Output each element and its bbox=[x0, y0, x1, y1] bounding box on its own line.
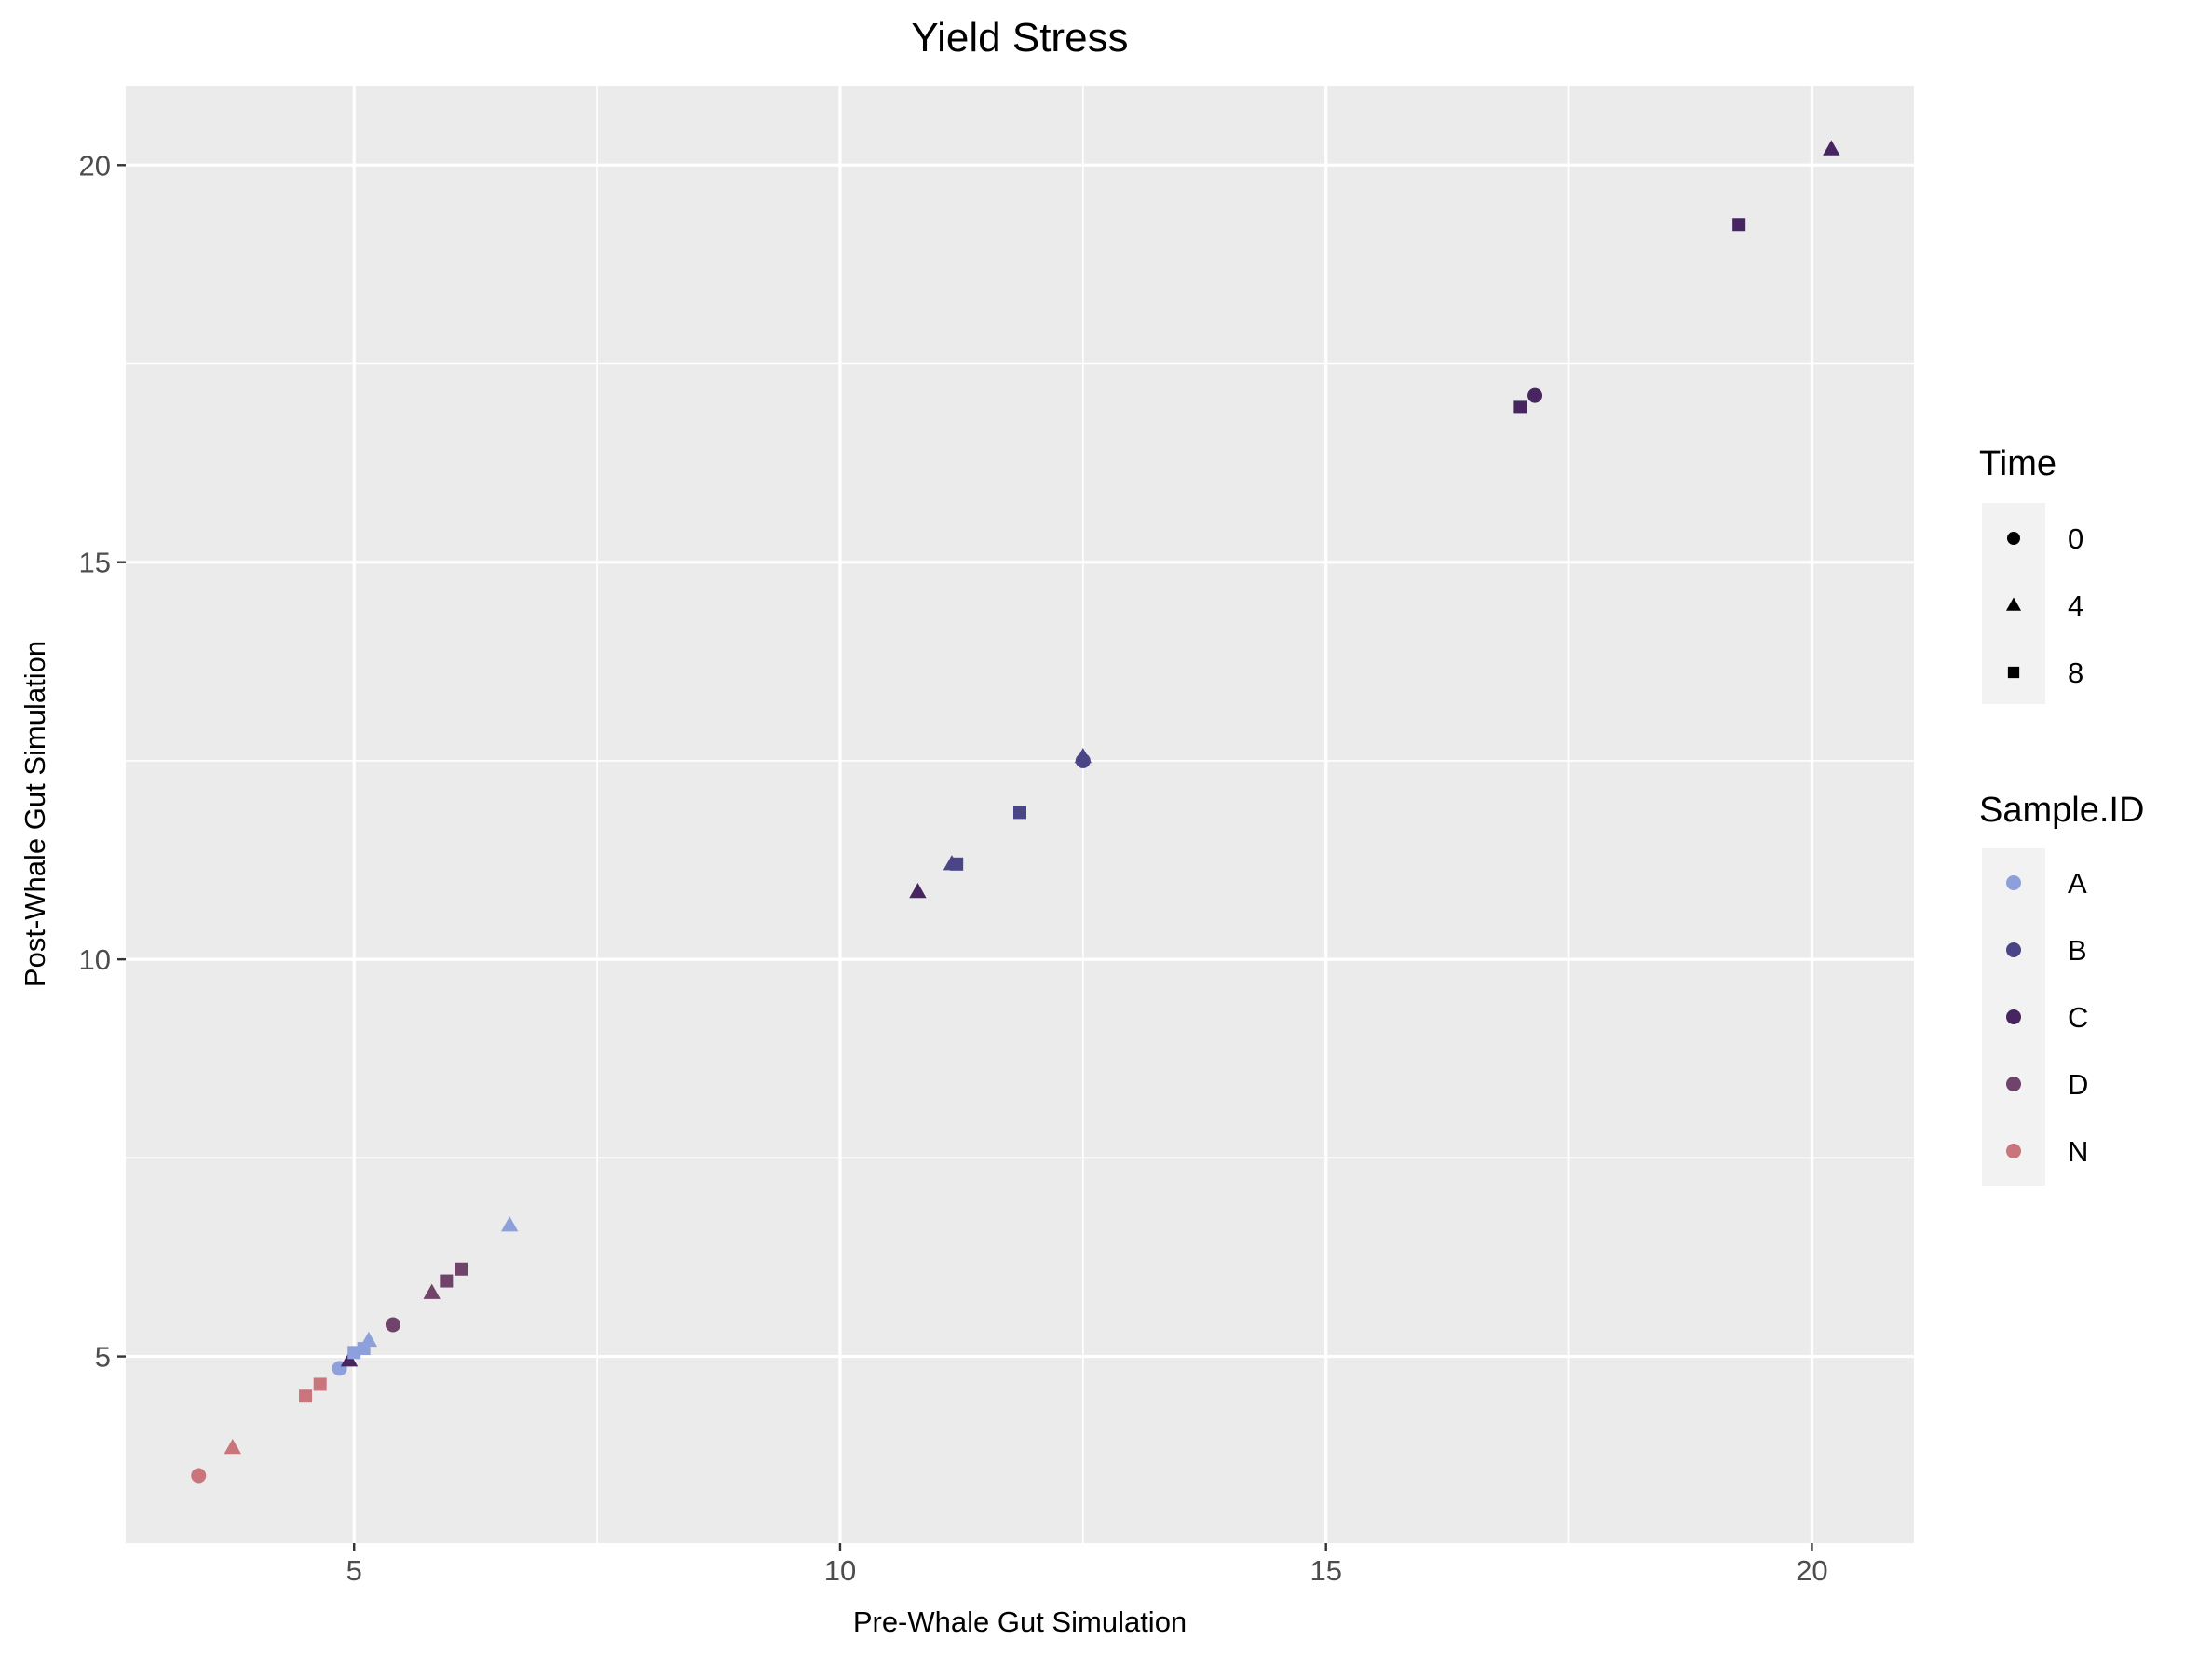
data-point-d-t8 bbox=[440, 1274, 454, 1288]
x-tick-label: 5 bbox=[346, 1554, 362, 1587]
data-point-c-t0 bbox=[1527, 387, 1543, 403]
legend-sample-key-a bbox=[2006, 875, 2021, 890]
x-tick-label: 10 bbox=[824, 1554, 856, 1587]
x-tick-label: 20 bbox=[1796, 1554, 1827, 1587]
data-point-c-t8 bbox=[1732, 218, 1746, 232]
legend-sample-label: N bbox=[2068, 1135, 2088, 1168]
data-point-c-t8 bbox=[1513, 400, 1527, 414]
data-points bbox=[191, 140, 1840, 1484]
data-point-d-t0 bbox=[385, 1317, 400, 1333]
legend-sample-key-c bbox=[2006, 1009, 2021, 1024]
axes: 5 10 15 20 5 10 15 20 bbox=[79, 149, 1828, 1587]
data-point-n-t8 bbox=[299, 1389, 313, 1403]
legend-time-label: 8 bbox=[2068, 657, 2083, 689]
legend-sample-label: B bbox=[2068, 934, 2087, 967]
x-axis-title: Pre-Whale Gut Simulation bbox=[853, 1606, 1187, 1638]
data-point-d-t8 bbox=[455, 1262, 468, 1276]
data-point-a-t4 bbox=[500, 1216, 519, 1232]
grid-lines bbox=[126, 86, 1914, 1543]
y-tick-label: 20 bbox=[79, 149, 111, 182]
data-point-b-t8 bbox=[1013, 806, 1026, 820]
legend-time-title: Time bbox=[1979, 444, 2056, 483]
legend-sample-key-n bbox=[2006, 1144, 2021, 1158]
data-point-c-t4 bbox=[1823, 140, 1840, 156]
y-tick-label: 15 bbox=[79, 547, 111, 579]
legend-sample-key-b bbox=[2006, 942, 2021, 957]
y-tick-label: 10 bbox=[79, 943, 111, 976]
legend-sample-label: D bbox=[2068, 1068, 2088, 1101]
legend-time-key-0 bbox=[2007, 532, 2020, 545]
legend-sample-key-d bbox=[2006, 1077, 2021, 1091]
y-axis-title: Post-Whale Gut Simulation bbox=[19, 641, 51, 987]
data-point-n-t8 bbox=[313, 1377, 327, 1391]
data-point-d-t4 bbox=[423, 1283, 441, 1299]
legend-time-key-8 bbox=[2007, 666, 2020, 679]
data-point-b-t8 bbox=[950, 857, 964, 871]
legend-sample-title: Sample.ID bbox=[1979, 791, 2144, 830]
chart-title: Yield Stress bbox=[911, 15, 1128, 61]
y-tick-label: 5 bbox=[95, 1341, 111, 1374]
legend-sample-id: Sample.ID A B C D N bbox=[1979, 791, 2144, 1186]
legend-time-key-4 bbox=[2005, 597, 2022, 611]
legend-time-label: 0 bbox=[2068, 522, 2083, 555]
data-point-a-t4 bbox=[360, 1331, 378, 1348]
legend-time-label: 4 bbox=[2068, 589, 2083, 622]
legend-time: Time 0 4 8 bbox=[1979, 444, 2083, 704]
legend-sample-label: A bbox=[2068, 867, 2087, 900]
data-point-n-t0 bbox=[191, 1468, 207, 1484]
data-point-b-t4 bbox=[1074, 747, 1092, 764]
data-point-c-t4 bbox=[909, 882, 927, 899]
data-point-n-t4 bbox=[224, 1438, 241, 1455]
legend-sample-label: C bbox=[2068, 1001, 2088, 1034]
x-tick-label: 15 bbox=[1310, 1554, 1341, 1587]
